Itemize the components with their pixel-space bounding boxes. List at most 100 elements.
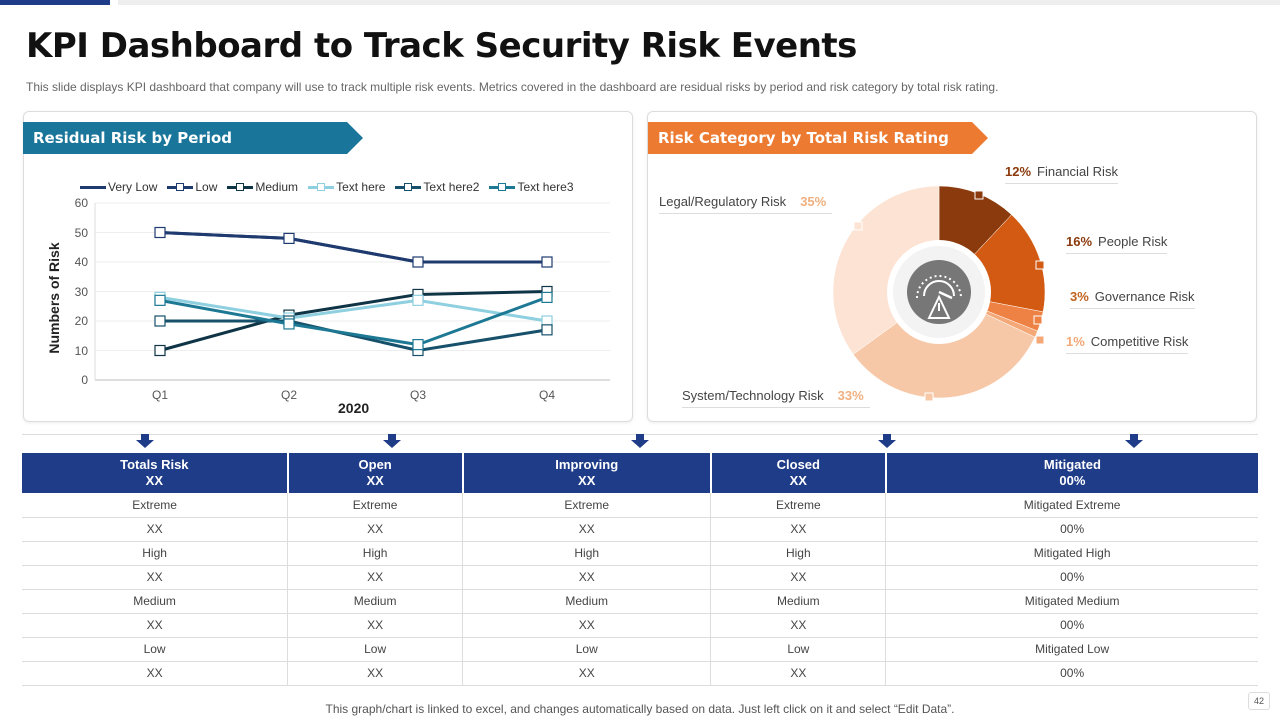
table-cell: Medium (710, 589, 887, 614)
slice-label: People Risk (1098, 234, 1168, 249)
table-cell: XX (22, 517, 289, 542)
table-cell: Low (710, 637, 887, 662)
slice-label: Legal/Regulatory Risk (659, 194, 787, 209)
table-row: XX XX XX XX 00% (22, 565, 1258, 590)
slice-percent: 16% (1066, 234, 1093, 249)
legend-item: Low (167, 180, 217, 194)
legend-swatch (167, 182, 194, 191)
legend-item: Text here2 (395, 180, 479, 194)
column-header: Improving XX (462, 453, 712, 493)
table-cell: XX (287, 661, 464, 686)
x-tick-label: Q3 (409, 388, 426, 402)
table-cell: High (287, 541, 464, 566)
table-cell: Medium (287, 589, 464, 614)
line-chart-panel (23, 111, 633, 422)
column-header: Totals Risk XX (22, 453, 289, 493)
header-line: XX (578, 473, 596, 488)
table-cell: Mitigated Low (885, 637, 1258, 662)
header-line: Closed (776, 457, 820, 472)
slice-percent: 35% (800, 194, 827, 209)
table-cell: 00% (885, 517, 1258, 542)
x-tick-label: Q2 (280, 388, 297, 402)
legend-item: Text here3 (489, 180, 574, 194)
table-cell: High (462, 541, 712, 566)
legend-item: Very Low (80, 180, 157, 194)
y-axis-label: Numbers of Risk (46, 242, 62, 354)
y-tick-label: 40 (74, 255, 88, 269)
line-chart-title: Residual Risk by Period (23, 122, 363, 154)
legend-label: Very Low (108, 180, 158, 194)
table-row: XX XX XX XX 00% (22, 661, 1258, 686)
header-line: XX (789, 473, 807, 488)
header-line: 00% (1059, 473, 1086, 488)
legend-item: Text here (308, 180, 385, 194)
legend-label: Medium (255, 180, 299, 194)
top-accent-bar (0, 0, 110, 5)
header-line: Totals Risk (120, 457, 189, 472)
table-row: Low Low Low Low Mitigated Low (22, 637, 1258, 662)
header-line: Open (358, 457, 392, 472)
table-cell: XX (287, 517, 464, 542)
slice-percent: 3% (1070, 289, 1089, 304)
table-row: XX XX XX XX 00% (22, 517, 1258, 542)
x-tick-label: Q4 (538, 388, 555, 402)
y-tick-label: 60 (74, 196, 88, 210)
table-cell: Low (287, 637, 464, 662)
table-cell: High (710, 541, 887, 566)
slice-label: Governance Risk (1094, 289, 1195, 304)
line-chart-legend: Very Low Low Medium Text here Text here2 Text… (80, 180, 574, 194)
y-tick-label: 50 (74, 225, 88, 240)
legend-label: Text here (336, 180, 386, 194)
pie-chart-title: Risk Category by Total Risk Rating (648, 122, 988, 154)
table-cell: Medium (22, 589, 289, 614)
slice-percent: 1% (1066, 334, 1085, 349)
table-row: Medium Medium Medium Medium Mitigated Medium (22, 589, 1258, 614)
table-cell: 00% (885, 661, 1258, 686)
table-cell: XX (287, 613, 464, 638)
legend-swatch (395, 182, 422, 191)
header-line: Mitigated (1043, 457, 1101, 472)
legend-swatch (80, 185, 106, 189)
table-cell: XX (22, 613, 289, 638)
table-cell: Extreme (710, 493, 887, 518)
header-line: XX (366, 473, 384, 488)
table-cell: Extreme (462, 493, 712, 518)
legend-swatch (489, 182, 516, 191)
legend-swatch (308, 182, 335, 191)
table-cell: XX (710, 661, 887, 686)
table-cell: XX (287, 565, 464, 590)
table-cell: XX (22, 661, 289, 686)
column-header: Closed XX (710, 453, 887, 493)
pie-label: 12% Financial Risk (1005, 164, 1118, 184)
pie-chart-panel (647, 111, 1257, 422)
table-cell: XX (462, 613, 712, 638)
y-tick-label: 20 (74, 314, 88, 328)
table-cell: 00% (885, 565, 1258, 590)
table-cell: Low (22, 637, 289, 662)
x-axis-label: 2020 (338, 400, 370, 416)
column-header: Open XX (287, 453, 464, 493)
pie-label: System/Technology Risk 33% (682, 388, 870, 408)
table-row: High High High High Mitigated High (22, 541, 1258, 566)
y-tick-label: 30 (74, 284, 88, 299)
table-cell: XX (462, 565, 712, 590)
top-gray-bar (118, 0, 1280, 5)
pie-label: 1% Competitive Risk (1066, 334, 1189, 354)
y-tick-label: 10 (74, 343, 88, 358)
slice-label: Competitive Risk (1090, 334, 1189, 349)
slice-label: System/Technology Risk (682, 388, 824, 403)
table-cell: XX (22, 565, 289, 590)
table-cell: Mitigated Medium (885, 589, 1258, 614)
slice-percent: 33% (837, 388, 864, 403)
y-tick-label: 0 (81, 373, 88, 387)
table-cell: Medium (462, 589, 712, 614)
pie-label: 3% Governance Risk (1070, 289, 1195, 309)
table-row: XX XX XX XX 00% (22, 613, 1258, 638)
table-cell: Mitigated Extreme (885, 493, 1258, 518)
column-header: Mitigated 00% (885, 453, 1258, 493)
table-cell: XX (710, 565, 887, 590)
page-title: KPI Dashboard to Track Security Risk Eve… (26, 26, 857, 66)
slice-percent: 12% (1005, 164, 1032, 179)
header-line: Improving (555, 457, 619, 472)
page-subtitle: This slide displays KPI dashboard that c… (26, 80, 999, 94)
